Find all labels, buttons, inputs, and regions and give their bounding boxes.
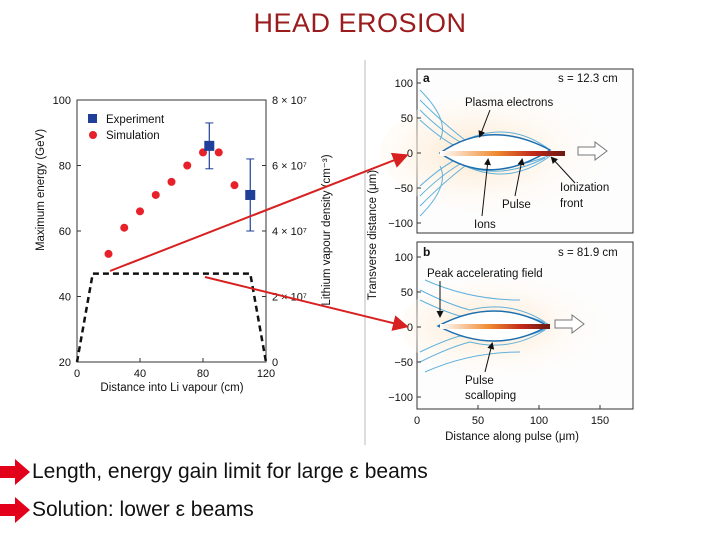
- bullet-item: Length, energy gain limit for large ε be…: [0, 455, 720, 493]
- left-y-axis-label: Maximum energy (GeV): [35, 129, 47, 251]
- panel-y-tick-label: 50: [401, 113, 413, 125]
- right-y-tick-label: 4 × 10⁷: [272, 226, 307, 238]
- legend-simulation-marker: [89, 131, 97, 139]
- bullet-text: Length, energy gain limit for large ε be…: [32, 460, 428, 483]
- panel-a-direction-arrow: [577, 141, 608, 161]
- legend-experiment-label: Experiment: [106, 114, 165, 126]
- left-y-tick-label: 40: [59, 292, 71, 304]
- slide-title: HEAD EROSION: [253, 8, 467, 38]
- panel-a-beam: [440, 151, 565, 156]
- bullet-arrow-icon: [0, 459, 30, 485]
- panel-b-s-label: s = 81.9 cm: [558, 247, 618, 259]
- panel-y-tick-label: 0: [407, 148, 413, 160]
- panel-b-ann-peak-field: Peak accelerating field: [427, 268, 543, 280]
- panel-b-ann-pulse-1: Pulse: [465, 375, 494, 387]
- panel-b-ann-pulse-2: scalloping: [465, 390, 516, 402]
- right-y-label: Transverse distance (μm): [367, 170, 379, 300]
- panel-a-annotation-pointers: [478, 109, 576, 217]
- panel-x-tick-label: 50: [472, 415, 484, 427]
- panel-x-tick-label: 100: [530, 415, 548, 427]
- simulation-point: [151, 190, 160, 199]
- connector-arrow-to-panel-a: [109, 152, 409, 272]
- bullet-list: Length, energy gain limit for large ε be…: [0, 455, 720, 531]
- simulation-point: [183, 161, 192, 170]
- x-tick-label: 40: [134, 368, 146, 380]
- panel-b-direction-arrow: [554, 314, 585, 334]
- legend-simulation-label: Simulation: [106, 130, 160, 142]
- right-y-tick-label: 6 × 10⁷: [272, 161, 307, 173]
- panel-y-tick-label: −50: [394, 357, 413, 369]
- x-tick-label: 80: [197, 368, 209, 380]
- experiment-point: [204, 140, 215, 151]
- experiment-point: [245, 189, 256, 200]
- right-y-tick-label: 0: [272, 357, 278, 369]
- panel-a-ann-ionization-2: front: [560, 198, 584, 210]
- panel-y-tick-label: 100: [395, 252, 413, 264]
- panel-x-tick-label: 0: [414, 415, 420, 427]
- density-profile-line: [75, 272, 268, 363]
- panel-b: b s = 81.9 cm Peak accelerating field Pu…: [388, 241, 634, 427]
- panel-a-ann-ions: Ions: [474, 219, 496, 231]
- x-tick-label: 0: [74, 368, 80, 380]
- bullet-item: Solution: lower ε beams: [0, 493, 720, 531]
- panel-b-beam: [440, 324, 550, 329]
- panel-a: a s = 12.3 cm Plasma electrons Ionizatio…: [380, 68, 634, 234]
- simulation-point: [136, 207, 144, 216]
- bullet-text: Solution: lower ε beams: [32, 498, 254, 521]
- panel-a-ann-plasma-electrons: Plasma electrons: [465, 97, 553, 109]
- panel-y-tick-label: 50: [401, 287, 413, 299]
- right-y-tick-label: 8 × 10⁷: [272, 95, 307, 107]
- connector-arrow-to-panel-b: [204, 276, 409, 331]
- right-y-axis-label: Lithium vapour density (cm⁻³): [321, 154, 333, 305]
- x-tick-label: 120: [257, 368, 275, 380]
- panel-x-tick-label: 150: [591, 415, 609, 427]
- left-x-axis-label: Distance into Li vapour (cm): [100, 382, 243, 394]
- simulation-point: [104, 249, 113, 258]
- simulation-point: [230, 181, 239, 190]
- panel-a-s-label: s = 12.3 cm: [558, 73, 618, 85]
- panel-y-tick-label: −100: [388, 218, 413, 230]
- panel-y-tick-label: −100: [388, 392, 413, 404]
- simulation-point: [167, 177, 176, 186]
- panel-b-annotation-pointers: [436, 281, 495, 373]
- panel-a-letter: a: [423, 71, 430, 85]
- left-y-tick-label: 20: [59, 357, 71, 369]
- left-y-tick-label: 60: [59, 226, 71, 238]
- simulation-point: [214, 148, 223, 157]
- panel-y-tick-label: 0: [407, 322, 413, 334]
- panel-y-tick-label: 100: [395, 78, 413, 90]
- left-y-tick-label: 100: [53, 95, 71, 107]
- panel-a-ann-pulse: Pulse: [502, 199, 531, 211]
- bullet-arrow-icon: [0, 497, 30, 523]
- panel-a-ann-ionization-1: Ionization: [560, 182, 609, 194]
- legend-experiment-marker: [88, 114, 97, 123]
- right-x-label: Distance along pulse (μm): [445, 431, 579, 443]
- simulation-point: [120, 223, 129, 232]
- panel-b-letter: b: [423, 245, 430, 259]
- left-y-tick-label: 80: [59, 161, 71, 173]
- panel-y-tick-label: −50: [394, 183, 413, 195]
